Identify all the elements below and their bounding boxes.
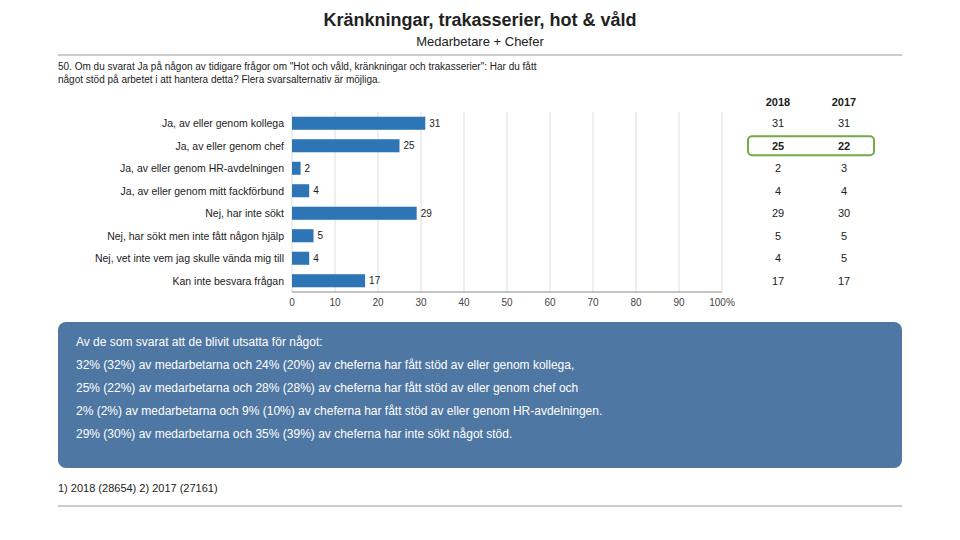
x-tick-label: 80 — [630, 297, 642, 308]
bar — [292, 274, 365, 287]
question: 50. Om du svarat Ja på någon av tidigare… — [58, 61, 537, 85]
x-tick-label: 30 — [415, 297, 427, 308]
grid-line — [636, 112, 637, 292]
grid-line — [292, 112, 293, 292]
bar — [292, 207, 417, 220]
table-cell: 5 — [841, 252, 847, 264]
category-label: Kan inte besvara frågan — [173, 275, 285, 287]
table-cell: 2 — [775, 162, 781, 174]
grid-line — [421, 112, 422, 292]
text-line: 2% (2%) av medarbetarna och 9% (10%) av … — [76, 404, 602, 418]
data-label: 31 — [429, 118, 441, 129]
divider — [58, 55, 902, 56]
bars — [292, 117, 425, 288]
text-line: 50. Om du svarat Ja på någon av tidigare… — [58, 61, 537, 72]
x-tick-label: 50 — [501, 297, 513, 308]
category-label: Nej, vet inte vem jag skulle vända mig t… — [95, 252, 284, 264]
x-tick-label: 0 — [289, 297, 295, 308]
grid-line — [679, 112, 680, 292]
x-axis-line — [292, 292, 722, 293]
table-cell: 5 — [841, 230, 847, 242]
data-label: 25 — [404, 140, 416, 151]
category-label: Ja, av eller genom chef — [175, 140, 284, 152]
table-cell: 17 — [838, 275, 850, 287]
title: Kränkningar, trakasserier, hot & våld — [323, 10, 636, 30]
x-tick-label: 40 — [458, 297, 470, 308]
category-label: Nej, har inte sökt — [205, 207, 284, 219]
bar — [292, 117, 425, 130]
footnote: 1) 2018 (28654) 2) 2017 (27161) — [58, 482, 218, 494]
grid-line — [335, 112, 336, 292]
table-cell: 5 — [775, 230, 781, 242]
text-line: något stöd på arbetet i att hantera dett… — [58, 74, 380, 85]
table-cell: 4 — [775, 185, 781, 197]
x-tick-label: 100% — [709, 297, 735, 308]
bar — [292, 252, 309, 265]
table-cell: 4 — [841, 185, 847, 197]
text-line: 32% (32%) av medarbetarna och 24% (20%) … — [76, 358, 574, 372]
bar — [292, 162, 301, 175]
category-label: Ja, av eller genom kollega — [162, 117, 284, 129]
chart: Kränkningar, trakasserier, hot & våld Med… — [0, 0, 960, 540]
data-label: 2 — [305, 163, 311, 174]
grid-line — [378, 112, 379, 292]
x-tick-label: 10 — [329, 297, 341, 308]
grid-line — [507, 112, 508, 292]
table-cell: 31 — [838, 117, 850, 129]
data-label: 4 — [313, 253, 319, 264]
data-label: 4 — [313, 185, 319, 196]
text-line: 25% (22%) av medarbetarna och 28% (28%) … — [76, 381, 578, 395]
data-label: 29 — [421, 208, 433, 219]
bar — [292, 139, 400, 152]
table-cell: 31 — [772, 117, 784, 129]
table-cell: 17 — [772, 275, 784, 287]
text-line: 29% (30%) av medarbetarna och 35% (39%) … — [76, 427, 512, 441]
data-label: 5 — [318, 230, 324, 241]
bar — [292, 184, 309, 197]
divider — [58, 506, 902, 507]
x-tick-label: 60 — [544, 297, 556, 308]
grid-line — [550, 112, 551, 292]
subtitle: Medarbetare + Chefer — [416, 34, 544, 49]
background — [0, 0, 960, 540]
data-label: 17 — [369, 275, 381, 286]
table-cell: 4 — [775, 252, 781, 264]
bar — [292, 229, 314, 242]
table-cell: 25 — [772, 140, 784, 152]
grid-line — [722, 112, 723, 292]
x-tick-label: 70 — [587, 297, 599, 308]
table-cell: 22 — [838, 140, 850, 152]
column-header: 2017 — [832, 96, 856, 108]
category-label: Nej, har sökt men inte fått någon hjälp — [107, 230, 284, 242]
category-label: Ja, av eller genom mitt fackförbund — [121, 185, 285, 197]
table-cell: 29 — [772, 207, 784, 219]
text-line: Av de som svarat att de blivit utsatta f… — [76, 335, 323, 349]
grid-line — [593, 112, 594, 292]
x-tick-label: 20 — [372, 297, 384, 308]
summary-text: Av de som svarat att de blivit utsatta f… — [76, 335, 602, 441]
table-cell: 30 — [838, 207, 850, 219]
category-label: Ja, av eller genom HR-avdelningen — [120, 162, 284, 174]
table-cell: 3 — [841, 162, 847, 174]
summary-box — [58, 322, 902, 468]
x-grid — [292, 112, 722, 292]
x-tick-label: 90 — [673, 297, 685, 308]
column-header: 2018 — [766, 96, 790, 108]
grid-line — [464, 112, 465, 292]
highlight-box — [748, 136, 874, 155]
